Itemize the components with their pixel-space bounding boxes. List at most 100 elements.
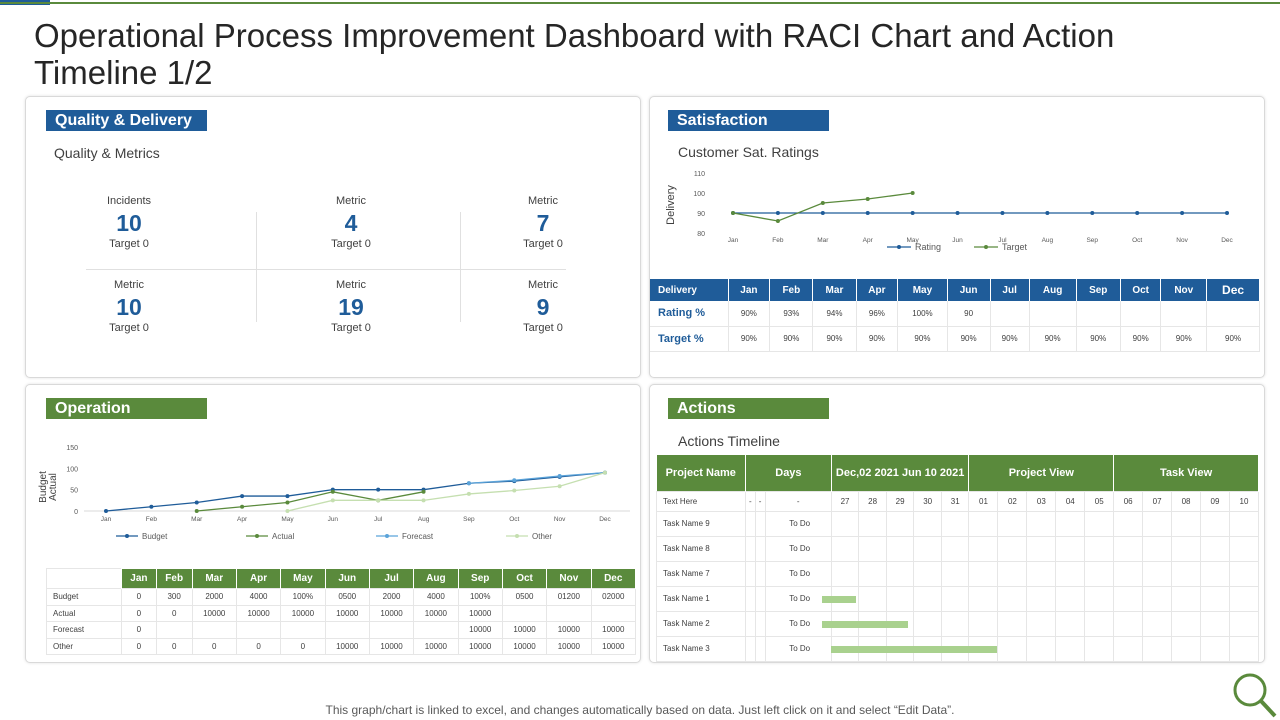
metric-divider-v1 [256, 212, 257, 322]
task-day-cell [745, 635, 756, 662]
timeline-cell [885, 510, 915, 537]
sat-point [910, 211, 915, 215]
op-cell: 10000 [324, 604, 370, 622]
sat-row: Target % 90% 90% 90% 90% 90% 90% 90% 90% 90% 90% 90… [650, 326, 1260, 352]
timeline-cell [1026, 585, 1057, 612]
sat-cell: 94% [812, 301, 857, 327]
operation-panel: Operation 0 50 100 150 Budget Actual Jan Feb Mar… [25, 384, 641, 663]
customer-sat-chart: 80 90 100 110 Delivery Jan Feb Mar Apr May Jun Jul A… [665, 171, 1234, 252]
day-number: 27 [830, 490, 860, 512]
op-cell: 10000 [457, 637, 503, 655]
task-row: Task Name 9 To Do [656, 510, 1260, 537]
op-cell: 10000 [235, 604, 282, 622]
op-point [240, 494, 245, 499]
op-col-header: Jul [369, 568, 415, 589]
task-status: To Do [764, 610, 832, 637]
op-cell: 100% [280, 588, 326, 606]
timeline-cell [1199, 610, 1230, 637]
sat-cell: 90% [1120, 326, 1162, 352]
sat-point [865, 197, 870, 201]
timeline-cell [885, 560, 915, 587]
day-row-label: Text Here [656, 490, 746, 512]
task-row: Task Name 7 To Do [656, 560, 1260, 587]
sat-col-header: Feb [769, 279, 814, 301]
task-day-cell [754, 635, 766, 662]
op-cell: 4000 [413, 588, 459, 606]
timeline-cell [913, 510, 942, 537]
quality-metrics-subtitle: Quality & Metrics [54, 145, 160, 161]
metric-divider-h [86, 269, 566, 270]
op-col-header: Oct [502, 568, 548, 589]
task-day-cell [754, 585, 766, 612]
op-cell: 100% [457, 588, 503, 606]
sat-x-tick: Feb [772, 237, 784, 244]
op-cell: 300 [155, 588, 193, 606]
timeline-cell [858, 635, 887, 662]
task-day-cell [745, 560, 756, 587]
sat-y-axis-label: Delivery [665, 185, 677, 225]
actions-timeline-subtitle: Actions Timeline [678, 433, 780, 449]
op-x-tick: Aug [418, 516, 430, 523]
timeline-cell [858, 535, 887, 562]
op-y-tick: 150 [66, 445, 78, 452]
timeline-cell [940, 510, 970, 537]
sat-x-tick: May [906, 237, 919, 244]
sat-y-tick: 90 [697, 211, 705, 218]
sat-col-header: Nov [1160, 279, 1208, 301]
metric-label: Metric [336, 195, 366, 207]
sat-cell: 90% [990, 326, 1030, 352]
sat-cell [1076, 301, 1121, 327]
timeline-cell [1084, 610, 1115, 637]
timeline-cell [1228, 585, 1260, 612]
timeline-cell [1171, 510, 1201, 537]
timeline-cell [1055, 510, 1086, 537]
task-status: To Do [764, 560, 832, 587]
op-x-tick: Feb [146, 516, 158, 523]
timeline-cell [1055, 535, 1086, 562]
timeline-cell [968, 510, 999, 537]
timeline-cell [1113, 535, 1144, 562]
task-day-cell [754, 535, 766, 562]
timeline-cell [940, 610, 970, 637]
op-legend-marker [125, 534, 129, 538]
task-day-cell [745, 585, 756, 612]
satisfaction-table: Delivery Jan Feb Mar Apr May Jun Jul Aug Sep Oct No… [650, 279, 1260, 352]
timeline-cell [968, 635, 999, 662]
op-row-label: Budget [46, 588, 122, 606]
op-y-tick: 100 [66, 466, 78, 473]
timeline-cell [1055, 635, 1086, 662]
metric-label: Metric [528, 279, 558, 291]
sat-cell: 90% [1076, 326, 1121, 352]
op-cell: 10000 [324, 637, 370, 655]
op-point [149, 504, 154, 509]
op-point [557, 474, 562, 479]
op-cell: 0 [191, 637, 237, 655]
sat-col-header: Jan [728, 279, 771, 301]
sat-cell: 90% [1206, 326, 1260, 352]
day-number: 01 [968, 490, 999, 512]
task-status: To Do [764, 510, 832, 537]
day-number: 09 [1199, 490, 1230, 512]
timeline-cell [1113, 610, 1144, 637]
timeline-cell [940, 535, 970, 562]
op-cell: 0 [121, 588, 157, 606]
sat-x-tick: Mar [817, 237, 829, 244]
op-cell: 0 [155, 637, 193, 655]
sat-x-tick: Jun [952, 237, 963, 244]
search-magnifier-icon[interactable] [1230, 672, 1278, 720]
op-x-tick: Jul [374, 516, 383, 523]
days-row: Text Here - - -27 28 29 30 31 01 02 03 04 05 06 07 08 09… [656, 490, 1260, 512]
op-x-tick: Mar [191, 516, 203, 523]
sat-col-header: Oct [1120, 279, 1162, 301]
metric-label: Metric [528, 195, 558, 207]
metric-label: Metric [114, 279, 144, 291]
timeline-cell [1113, 560, 1144, 587]
op-legend-label: Other [532, 532, 552, 541]
col-days: Days [745, 455, 832, 491]
sat-x-tick: Dec [1221, 237, 1233, 244]
sat-point [1045, 211, 1050, 215]
timeline-cell [1228, 535, 1260, 562]
task-name: Task Name 8 [656, 535, 746, 562]
metric-target: Target 0 [331, 322, 371, 334]
op-row-label: Forecast [46, 621, 122, 639]
